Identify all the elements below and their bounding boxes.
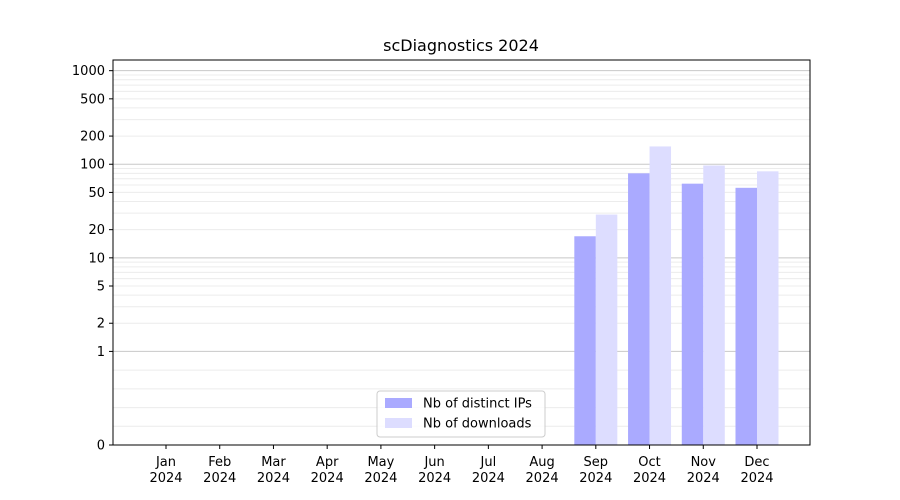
- x-tick-month: Jul: [480, 455, 497, 470]
- y-tick-label: 50: [88, 186, 105, 201]
- legend-box: [376, 390, 546, 438]
- bar-distinct-ips: [681, 183, 704, 445]
- x-axis: Jan2024Feb2024Mar2024Apr2024May2024Jun20…: [149, 445, 774, 486]
- bar-downloads: [649, 146, 672, 446]
- x-tick-month: Aug: [529, 455, 554, 470]
- y-tick-label: 1: [97, 345, 105, 360]
- legend: Nb of distinct IPs Nb of downloads: [376, 390, 546, 438]
- legend-swatch: [385, 418, 412, 428]
- chart-title: scDiagnostics 2024: [383, 36, 539, 55]
- y-tick-label: 2: [97, 317, 105, 332]
- y-tick-label: 200: [80, 130, 105, 145]
- x-tick-year: 2024: [364, 471, 397, 486]
- x-tick-year: 2024: [472, 471, 505, 486]
- x-tick-month: Oct: [638, 455, 660, 470]
- y-tick-label: 0: [97, 439, 105, 454]
- y-tick-label: 5: [97, 280, 105, 295]
- x-tick-year: 2024: [257, 471, 290, 486]
- y-tick-label: 500: [80, 92, 105, 107]
- x-tick-year: 2024: [579, 471, 612, 486]
- x-tick-month: Jun: [423, 455, 444, 470]
- x-tick-year: 2024: [633, 471, 666, 486]
- x-tick-month: Feb: [208, 455, 231, 470]
- x-tick-year: 2024: [526, 471, 559, 486]
- x-tick-month: Dec: [744, 455, 769, 470]
- x-tick-year: 2024: [149, 471, 182, 486]
- y-tick-label: 1000: [72, 64, 105, 79]
- bar-downloads: [757, 171, 779, 445]
- x-tick-year: 2024: [203, 471, 236, 486]
- x-tick-month: Sep: [584, 455, 609, 470]
- bar-distinct-ips: [574, 236, 596, 445]
- bar-distinct-ips: [628, 173, 650, 445]
- x-tick-month: Mar: [261, 455, 286, 470]
- x-tick-month: Nov: [691, 455, 717, 470]
- legend-label: Nb of distinct IPs: [423, 397, 532, 412]
- x-tick-month: May: [367, 455, 394, 470]
- x-tick-year: 2024: [740, 471, 773, 486]
- y-axis: 0 1 2 5 10 20 50 100 200 500 1000: [72, 64, 113, 454]
- legend-swatch: [385, 398, 412, 408]
- bar-downloads: [703, 165, 725, 446]
- bar-distinct-ips: [735, 187, 757, 445]
- bar-downloads: [595, 214, 618, 445]
- plot-frame: [112, 59, 811, 446]
- x-tick-year: 2024: [311, 471, 344, 486]
- x-tick-year: 2024: [687, 471, 720, 486]
- legend-label: Nb of downloads: [423, 417, 532, 432]
- x-tick-year: 2024: [418, 471, 451, 486]
- y-tick-label: 10: [88, 251, 105, 266]
- y-tick-label: 100: [80, 158, 105, 173]
- x-tick-month: Jan: [155, 455, 176, 470]
- x-tick-month: Apr: [316, 455, 339, 470]
- y-tick-label: 20: [88, 223, 105, 238]
- bars: [574, 146, 779, 446]
